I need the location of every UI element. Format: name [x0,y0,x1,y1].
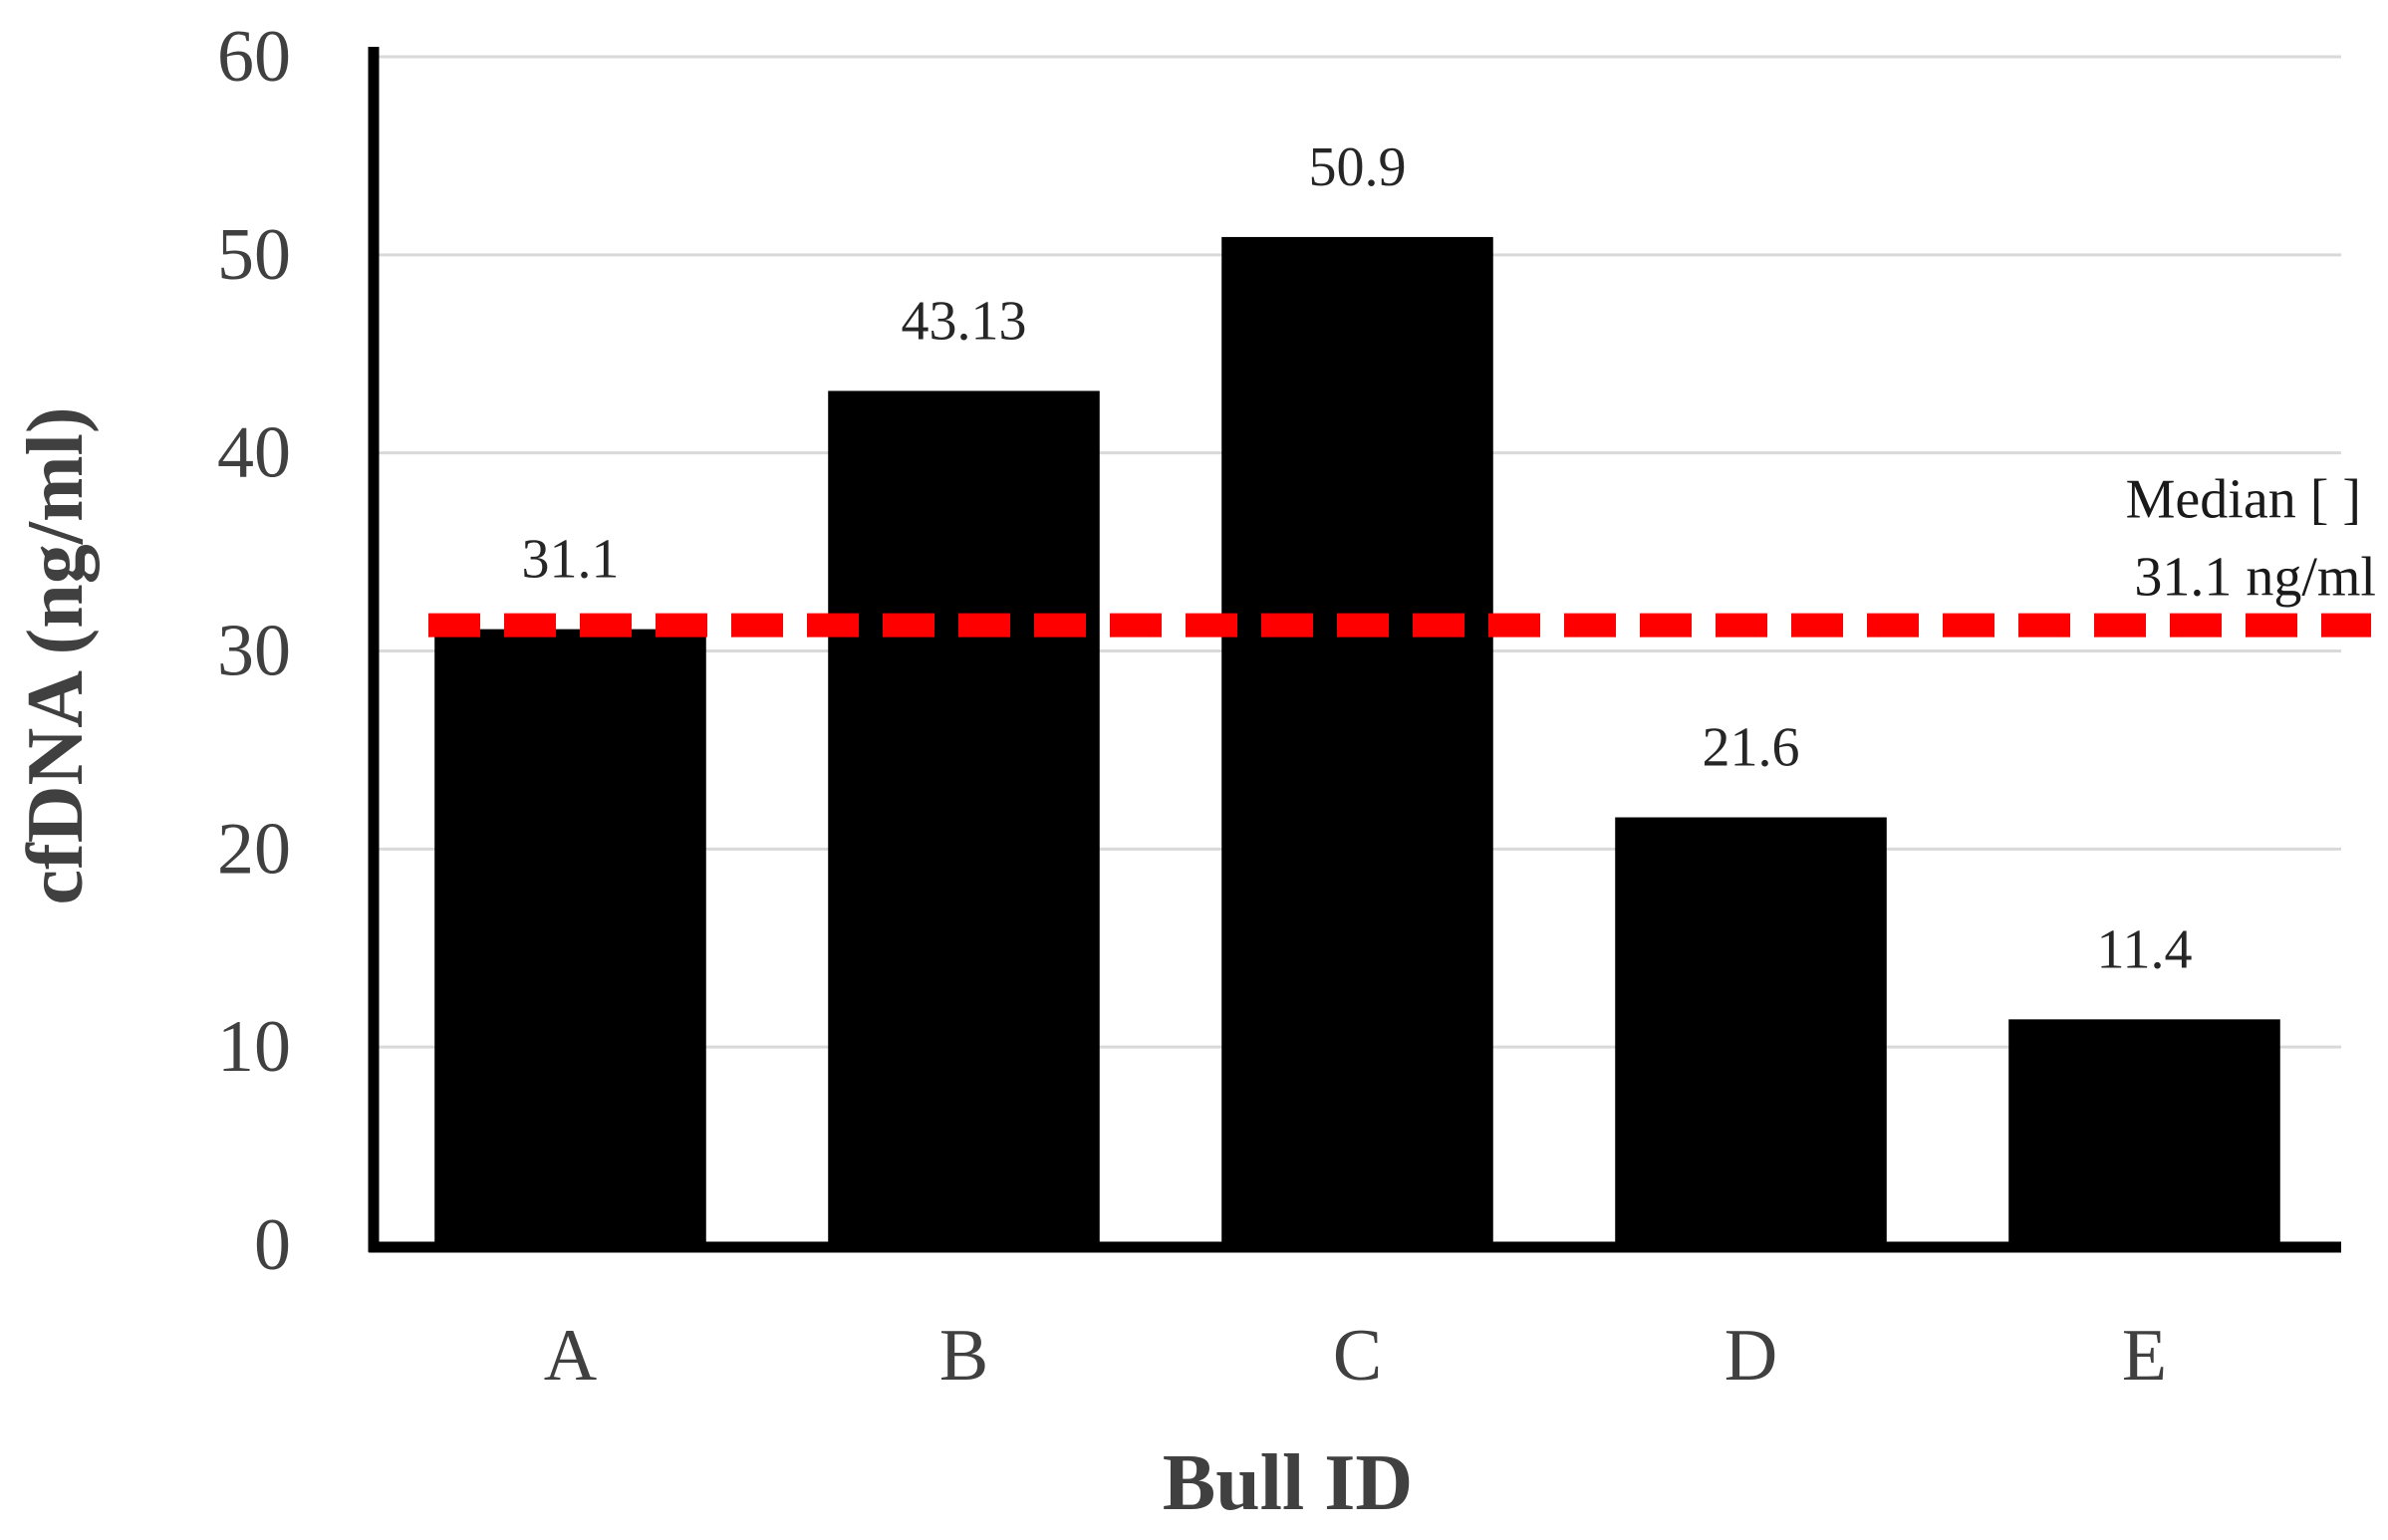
bar-B [828,390,1100,1247]
median-label-line1: Median [ ] [2126,469,2361,531]
data-label-C: 50.9 [1309,136,1407,198]
y-tick-label: 40 [217,412,291,494]
bar-A [434,629,706,1247]
y-tick-label: 50 [217,214,291,296]
y-tick-label: 60 [217,16,291,98]
bars [434,236,2280,1247]
axes [368,47,2341,1253]
bar-E [2008,1019,2280,1247]
data-labels: 31.1 43.13 50.9 21.6 11.4 [522,136,2193,980]
data-label-E: 11.4 [2097,918,2193,980]
bar-C [1221,236,1493,1247]
median-reference: Median [ ] 31.1 ng/ml [428,469,2376,638]
x-tick-label-C: C [1333,1315,1382,1397]
x-tick-label-D: D [1725,1315,1777,1397]
y-tick-label: 20 [217,808,291,890]
x-axis-title: Bull ID [1163,1439,1413,1527]
x-tick-label-A: A [544,1315,597,1397]
data-label-A: 31.1 [522,529,620,591]
bar-D [1615,817,1887,1247]
y-tick-label: 10 [217,1006,291,1088]
x-category-labels: A B C D E [544,1315,2167,1397]
y-axis-title: cfDNA (ng/ml) [12,407,100,905]
data-label-D: 21.6 [1703,717,1800,779]
x-tick-label-B: B [939,1315,988,1397]
y-tick-label: 0 [254,1204,291,1286]
x-tick-label-E: E [2122,1315,2167,1397]
data-label-B: 43.13 [902,290,1027,352]
y-tick-label: 30 [217,611,291,692]
y-tick-labels: 0 10 20 30 40 50 60 [217,16,291,1286]
median-label-line2: 31.1 ng/ml [2134,547,2376,609]
